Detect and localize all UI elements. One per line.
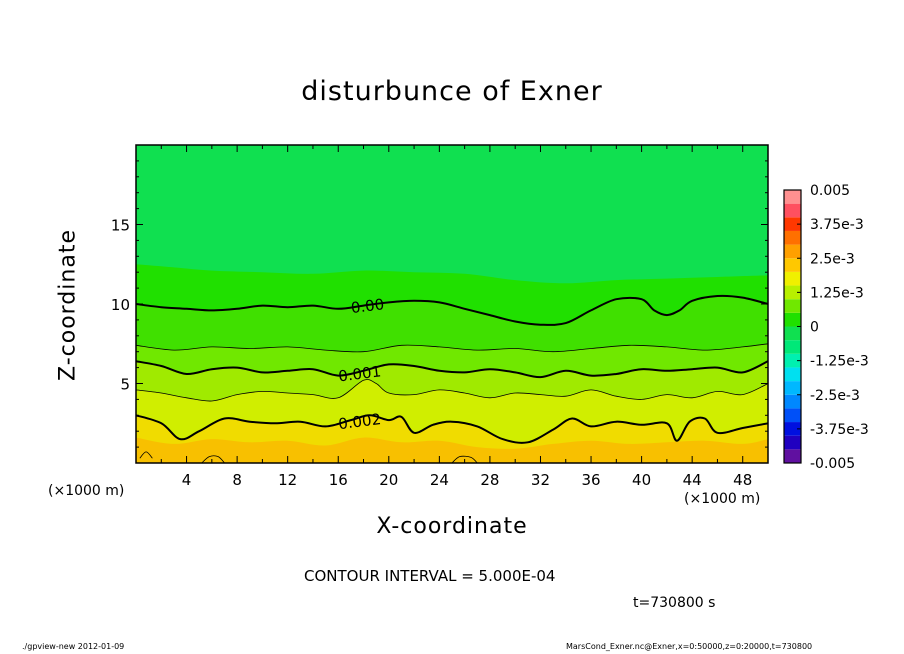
contour-label: 0.001	[337, 362, 382, 385]
x-tick-label: 12	[278, 471, 297, 489]
colorbar-swatch	[784, 230, 801, 245]
colorbar-tick-label: -2.5e-3	[810, 388, 860, 404]
x-tick-label: 36	[581, 471, 600, 489]
x-axis-label: X-coordinate	[376, 514, 528, 539]
x-unit-label-left: (×1000 m)	[48, 483, 125, 499]
colorbar-tick-label: 0.005	[810, 183, 850, 199]
field-bands	[136, 264, 768, 463]
colorbar-swatch	[784, 367, 801, 382]
colorbar-tick-label: 3.75e-3	[810, 217, 864, 233]
contour-line	[136, 294, 768, 326]
y-tick-label: 10	[111, 296, 130, 314]
x-unit-label-right: (×1000 m)	[684, 491, 761, 507]
colorbar-swatch	[784, 312, 801, 327]
contour-line	[136, 360, 768, 379]
x-tick-label: 4	[182, 471, 192, 489]
x-tick-label: 40	[632, 471, 651, 489]
contour-line	[139, 451, 153, 459]
colorbar-swatch	[784, 217, 801, 231]
colorbar-swatch	[784, 190, 801, 204]
x-tick-label: 44	[683, 471, 702, 489]
colorbar-swatch	[784, 394, 801, 409]
x-tick-label: 32	[531, 471, 550, 489]
contour-line	[451, 455, 478, 463]
chart-title: disturbunce of Exner	[301, 76, 603, 107]
colorbar-swatch	[784, 435, 801, 450]
footer-program-date: ./gpview-new 2012-01-09	[22, 642, 125, 651]
colorbar-tick-label: -1.25e-3	[810, 354, 869, 370]
colorbar-tick-label: 1.25e-3	[810, 285, 864, 301]
x-tick-label: 24	[430, 471, 449, 489]
contour-line	[201, 455, 225, 463]
contour-line	[136, 379, 768, 402]
colorbar-tick-label: -3.75e-3	[810, 422, 869, 438]
contour-label: 0.002	[337, 410, 382, 433]
footer-source-file: MarsCond_Exner.nc@Exner,x=0:50000,z=0:20…	[566, 642, 813, 651]
contour-label: 0.00	[350, 295, 385, 317]
colorbar-swatch	[784, 258, 801, 272]
colorbar-swatch	[784, 449, 801, 463]
colorbar-swatch	[784, 285, 801, 300]
y-tick-label: 5	[120, 376, 130, 394]
contour-lines	[136, 294, 768, 463]
x-tick-label: 8	[232, 471, 242, 489]
colorbar-tick-label: 0	[810, 320, 819, 336]
y-tick-label: 15	[111, 217, 130, 235]
colorbar-tick-label: -0.005	[810, 456, 855, 472]
colorbar-swatch	[784, 326, 801, 341]
x-tick-label: 48	[733, 471, 752, 489]
contour-line	[136, 414, 768, 444]
colorbar-swatch	[784, 340, 801, 354]
colorbar-swatch	[784, 203, 801, 218]
colorbar-tick-label: 2.5e-3	[810, 251, 855, 267]
field-band	[136, 437, 768, 463]
colorbar-swatch	[784, 422, 801, 436]
time-label: t=730800 s	[633, 595, 716, 611]
colorbar-swatch	[784, 381, 801, 395]
colorbar-swatch	[784, 271, 801, 286]
colorbar-swatch	[784, 353, 801, 368]
colorbar-swatch	[784, 408, 801, 423]
colorbar-swatch	[784, 299, 801, 313]
x-tick-label: 20	[379, 471, 398, 489]
x-tick-label: 16	[329, 471, 348, 489]
x-tick-label: 28	[480, 471, 499, 489]
contour-interval-note: CONTOUR INTERVAL = 5.000E-04	[304, 567, 556, 585]
colorbar-swatch	[784, 244, 801, 259]
contour-line	[136, 343, 768, 353]
